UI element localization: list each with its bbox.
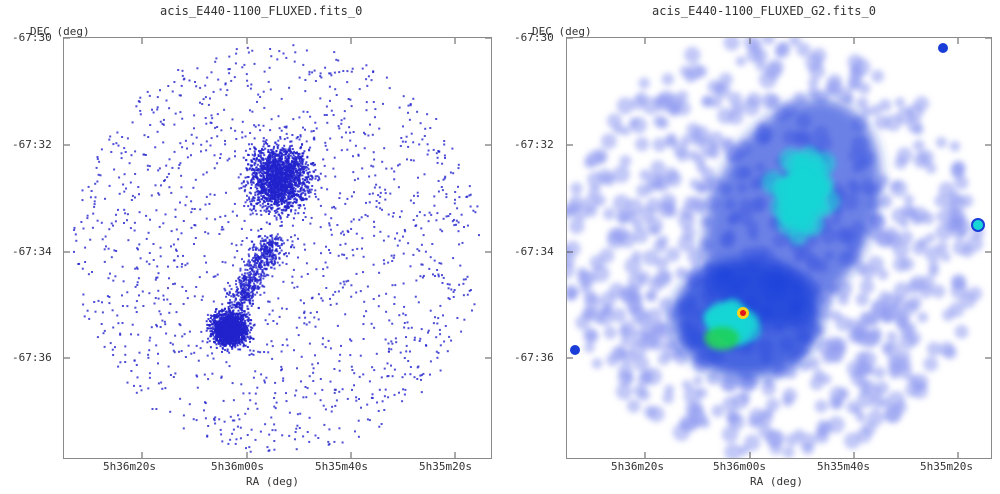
right-panel-title: acis_E440-1100_FLUXED_G2.fits_0: [652, 4, 876, 18]
right-dec-axis-label: DEC (deg): [532, 25, 592, 38]
right-xtick-label: 5h36m00s: [713, 460, 766, 473]
left-image-canvas[interactable]: [63, 37, 492, 459]
left-dec-axis-label: DEC (deg): [30, 25, 90, 38]
left-ytick-label: -67:32: [12, 138, 52, 151]
left-counts-image: [64, 38, 491, 458]
left-panel-title: acis_E440-1100_FLUXED.fits_0: [160, 4, 363, 18]
right-ytick-label: -67:30: [514, 31, 554, 44]
left-ra-axis-label: RA (deg): [246, 475, 299, 488]
right-ytick-label: -67:32: [514, 138, 554, 151]
right-ytick-label: -67:36: [514, 351, 554, 364]
left-image-panel: acis_E440-1100_FLUXED.fits_0 DEC (deg) -…: [12, 4, 492, 488]
right-smoothed-image: [567, 38, 991, 458]
left-ytick-label: -67:36: [12, 351, 52, 364]
left-ytick-label: -67:34: [12, 245, 52, 258]
left-ytick-label: -67:30: [12, 31, 52, 44]
right-image-canvas[interactable]: [566, 37, 992, 459]
right-image-panel: acis_E440-1100_FLUXED_G2.fits_0 DEC (deg…: [500, 0, 1000, 494]
right-ra-axis-label: RA (deg): [750, 475, 803, 488]
right-xtick-label: 5h35m20s: [920, 460, 973, 473]
left-xtick-label: 5h35m20s: [419, 460, 472, 473]
left-xtick-label: 5h35m40s: [315, 460, 368, 473]
right-xtick-label: 5h36m20s: [611, 460, 664, 473]
right-xtick-label: 5h35m40s: [817, 460, 870, 473]
right-ytick-label: -67:34: [514, 245, 554, 258]
left-xtick-label: 5h36m00s: [211, 460, 264, 473]
left-xtick-label: 5h36m20s: [103, 460, 156, 473]
